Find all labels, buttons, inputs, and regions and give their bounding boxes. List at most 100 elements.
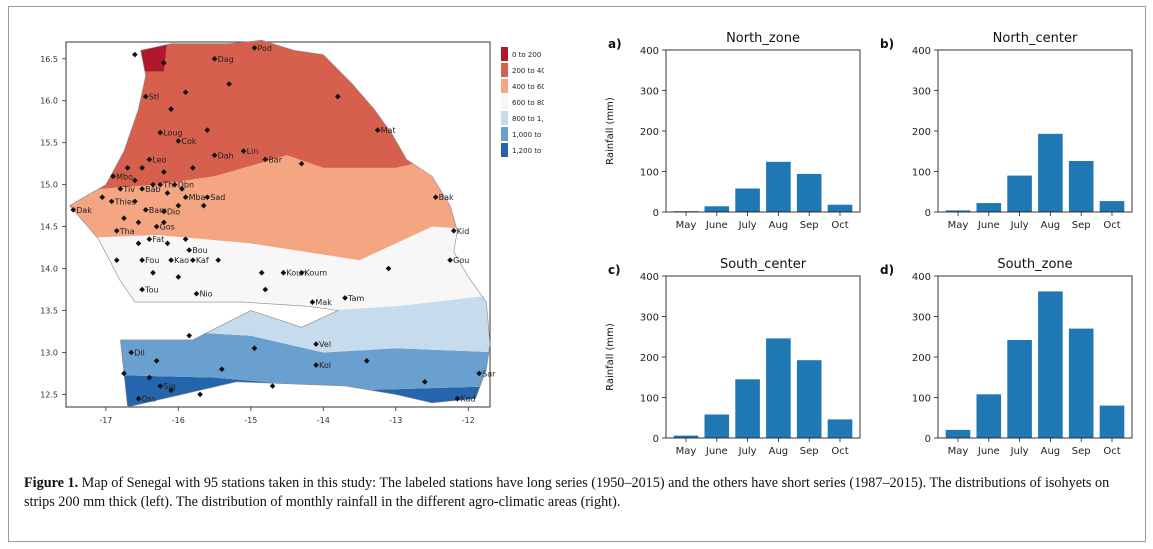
bar	[827, 204, 853, 212]
caption-text: Map of Senegal with 95 stations taken in…	[24, 475, 1110, 510]
legend-label: 1,200 to 1,400	[512, 147, 544, 155]
station-marker	[454, 395, 461, 402]
x-tick-label: -15	[244, 416, 257, 425]
figure-label: Figure 1.	[24, 475, 79, 491]
station-marker	[110, 173, 116, 180]
station-marker	[476, 370, 482, 377]
y-tick-label: 0	[925, 434, 931, 445]
station-marker	[450, 227, 457, 234]
x-tick-label: May	[676, 220, 697, 231]
y-tick-label: 14.5	[40, 223, 58, 232]
station-marker	[226, 81, 232, 87]
chart-title: South_center	[720, 257, 807, 272]
station-marker	[142, 93, 149, 100]
legend-swatch	[501, 47, 508, 61]
y-tick-label: 200	[640, 353, 659, 364]
x-tick-label: July	[1010, 220, 1029, 231]
y-tick-label: 100	[912, 168, 931, 179]
x-tick-label: Aug	[1041, 220, 1061, 231]
x-tick-label: Sep	[1072, 446, 1091, 457]
station-label: Thies	[114, 197, 136, 206]
x-tick-label: Aug	[769, 446, 789, 457]
bar	[1099, 201, 1125, 212]
legend-label: 0 to 200	[512, 51, 541, 59]
legend-swatch	[501, 111, 508, 125]
station-marker	[193, 290, 200, 297]
station-marker	[132, 51, 138, 58]
y-tick-label: 400	[912, 46, 931, 57]
station-marker	[164, 240, 171, 247]
station-marker	[146, 156, 153, 163]
bar	[704, 206, 730, 212]
station-marker	[99, 194, 106, 201]
band-600-800	[69, 226, 490, 311]
chart-title: North_zone	[726, 31, 800, 46]
station-marker	[150, 181, 156, 188]
station-marker	[168, 106, 174, 112]
station-marker	[342, 295, 348, 301]
station-label: Tiv	[122, 185, 135, 194]
y-tick-label: 14.0	[40, 265, 58, 274]
station-label: Kol	[319, 361, 331, 370]
legend-swatch	[501, 63, 508, 77]
y-tick-label: 12.5	[40, 390, 58, 399]
legend-swatch	[501, 143, 508, 157]
station-marker	[113, 227, 120, 234]
x-tick-label: Oct	[1103, 446, 1120, 457]
station-marker	[132, 177, 138, 184]
bar	[827, 419, 853, 438]
station-label: Loug	[163, 129, 182, 138]
y-tick-label: 200	[912, 353, 931, 364]
station-label: Kao	[174, 256, 189, 265]
station-label: Sar	[482, 369, 496, 378]
panel-letter: a)	[608, 37, 622, 51]
station-marker	[251, 345, 258, 352]
x-tick-label: Oct	[1103, 220, 1120, 231]
station-label: Dbn	[178, 181, 194, 190]
station-label: Mak	[315, 298, 332, 307]
station-marker	[447, 257, 453, 263]
y-tick-label: 16.5	[40, 55, 58, 64]
y-axis-label: Rainfall (mm)	[605, 323, 616, 391]
bar	[945, 210, 971, 212]
station-marker	[182, 236, 189, 243]
station-marker	[135, 219, 142, 226]
station-label: Mat	[381, 126, 396, 135]
y-tick-label: 300	[640, 313, 659, 324]
station-marker	[142, 206, 149, 213]
x-tick-label: June	[977, 220, 1000, 231]
station-marker	[269, 383, 276, 389]
station-label: Bak	[439, 193, 454, 202]
station-label: Leo	[152, 155, 166, 164]
x-tick-label: -16	[172, 416, 185, 425]
station-marker	[121, 370, 127, 377]
country-outline	[69, 39, 491, 408]
x-tick-label: Sep	[800, 220, 819, 231]
bar	[735, 379, 760, 438]
station-marker	[161, 219, 167, 226]
station-label: Tou	[144, 286, 159, 295]
station-marker	[157, 181, 164, 188]
station-marker	[190, 165, 196, 171]
station-marker	[164, 190, 171, 196]
bar	[976, 203, 1002, 212]
chart-title: South_zone	[997, 257, 1072, 272]
bar	[1038, 133, 1063, 212]
station-marker	[262, 286, 269, 293]
station-marker	[179, 186, 185, 192]
station-marker	[139, 257, 145, 263]
y-tick-label: 0	[653, 208, 659, 219]
station-marker	[108, 198, 115, 205]
station-label: Nio	[199, 290, 212, 299]
y-tick-label: 300	[912, 87, 931, 98]
station-label: Cok	[181, 137, 196, 146]
x-tick-label: Aug	[769, 220, 789, 231]
bar	[735, 188, 760, 212]
panel-letter: c)	[608, 263, 621, 277]
y-tick-label: 0	[653, 434, 659, 445]
station-marker	[186, 247, 193, 253]
plot-frame	[665, 275, 861, 439]
station-marker	[258, 269, 265, 276]
y-tick-label: 300	[912, 313, 931, 324]
